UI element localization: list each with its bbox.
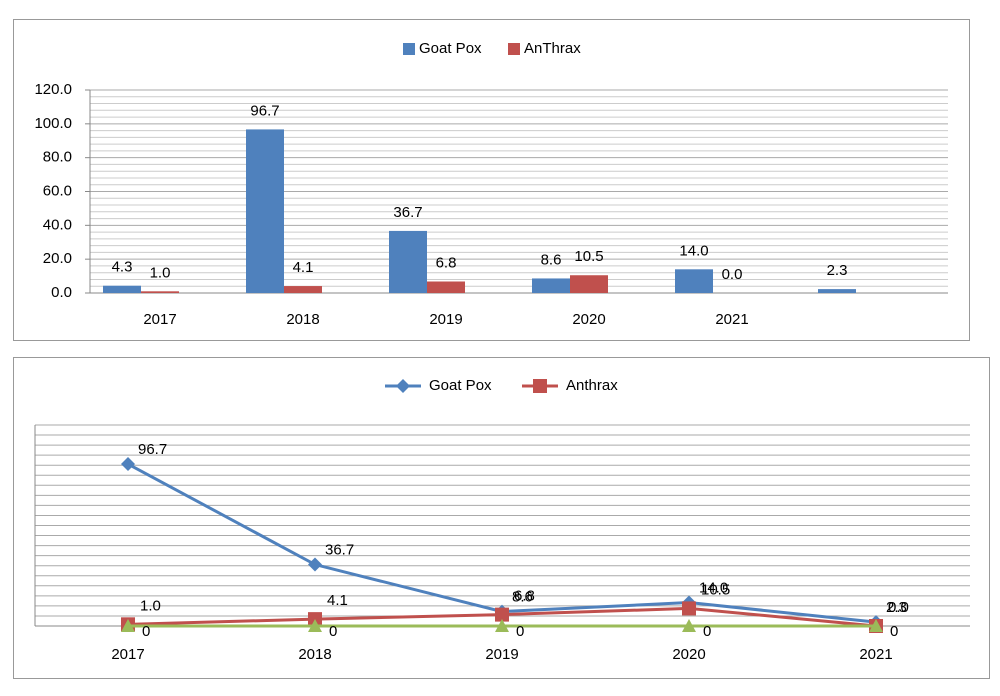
data-label: 0: [703, 623, 711, 640]
data-label: 4.1: [293, 259, 314, 276]
bar: [532, 278, 570, 293]
y-tick-label: 20.0: [43, 250, 72, 267]
point: [121, 619, 135, 632]
point: [682, 619, 696, 632]
y-tick-label: 0.0: [51, 284, 72, 301]
data-label: 96.7: [138, 441, 167, 458]
x-tick-label: 2021: [715, 311, 748, 328]
y-tick-label: 80.0: [43, 149, 72, 166]
x-tick-label: 2017: [111, 646, 144, 663]
x-tick-label: 2020: [672, 646, 705, 663]
point: [682, 601, 696, 616]
data-label: 0: [142, 623, 150, 640]
data-label: 2.3: [886, 599, 907, 616]
data-label: 2.3: [827, 262, 848, 279]
point: [396, 379, 410, 393]
legend-label: AnThrax: [524, 40, 581, 57]
bar: [141, 291, 179, 293]
bar: [284, 286, 322, 293]
bar: [675, 269, 713, 293]
y-tick-label: 40.0: [43, 216, 72, 233]
data-label: 36.7: [393, 204, 422, 221]
y-tick-label: 100.0: [34, 115, 72, 132]
data-label: 10.5: [574, 248, 603, 265]
data-label: 96.7: [250, 102, 279, 119]
point: [869, 619, 883, 632]
data-label: 8.6: [512, 589, 533, 606]
data-label: 1.0: [140, 597, 161, 614]
bar: [427, 281, 465, 293]
data-label: 6.8: [436, 254, 457, 271]
data-label: 36.7: [325, 541, 354, 558]
data-label: 0.0: [722, 266, 743, 283]
point: [308, 557, 322, 572]
data-label: 14.0: [699, 580, 728, 597]
x-tick-label: 2021: [859, 646, 892, 663]
data-label: 6.8: [514, 588, 535, 605]
x-tick-label: 2019: [485, 646, 518, 663]
bar: [389, 230, 427, 293]
point: [533, 379, 547, 393]
data-label: 0: [329, 623, 337, 640]
point: [495, 607, 509, 622]
x-tick-label: 2020: [572, 311, 605, 328]
x-tick-label: 2018: [286, 311, 319, 328]
legend-swatch: [403, 43, 415, 55]
x-tick-label: 2019: [429, 311, 462, 328]
bar: [570, 275, 608, 293]
data-label: 0.0: [888, 599, 909, 616]
legend-label: Goat Pox: [419, 40, 482, 57]
data-label: 10.5: [701, 581, 730, 598]
legend-label: Goat Pox: [429, 377, 492, 394]
y-tick-label: 120.0: [34, 81, 72, 98]
bar: [246, 129, 284, 293]
x-tick-label: 2017: [143, 311, 176, 328]
data-label: 1.0: [150, 264, 171, 281]
chart-frame: [13, 19, 970, 341]
data-label: 14.0: [679, 242, 708, 259]
y-tick-label: 60.0: [43, 182, 72, 199]
point: [121, 457, 135, 472]
data-label: 8.6: [541, 251, 562, 268]
bar: [818, 289, 856, 293]
data-label: 0: [516, 623, 524, 640]
point: [308, 619, 322, 632]
point: [495, 619, 509, 632]
data-label: 0: [890, 623, 898, 640]
legend-swatch: [508, 43, 520, 55]
legend-label: Anthrax: [566, 377, 618, 394]
x-tick-label: 2018: [298, 646, 331, 663]
data-label: 4.3: [112, 259, 133, 276]
bar: [103, 285, 141, 293]
data-label: 4.1: [327, 592, 348, 609]
